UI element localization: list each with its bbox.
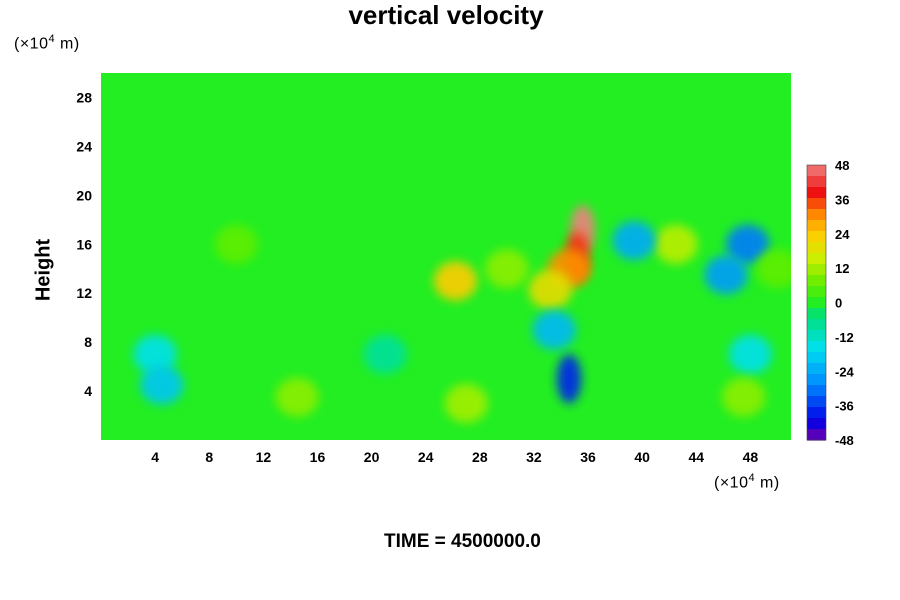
y-tick-label: 24: [76, 138, 92, 154]
colorbar-swatch: [807, 308, 826, 320]
colorbar-swatch: [807, 209, 826, 221]
x-tick-label: 24: [418, 449, 434, 465]
x-tick-label: 8: [205, 449, 213, 465]
x-tick-label: 44: [689, 449, 705, 465]
colorbar-tick-label: -48: [835, 433, 854, 448]
velocity-feature-7: [726, 224, 770, 264]
y-tick-label: 20: [76, 187, 92, 203]
x-axis-unit: (×104 m): [714, 472, 780, 492]
colorbar-tick-label: 0: [835, 296, 842, 311]
x-tick-label: 40: [634, 449, 650, 465]
velocity-feature-20: [755, 249, 791, 289]
colorbar-tick-label: 24: [835, 227, 850, 242]
time-label: TIME = 4500000.0: [384, 531, 541, 552]
y-tick-label: 4: [84, 383, 92, 399]
velocity-field: [101, 73, 791, 440]
velocity-feature-4: [528, 269, 572, 310]
velocity-feature-8: [704, 255, 748, 295]
velocity-feature-13: [140, 365, 184, 405]
x-tick-label: 4: [151, 449, 159, 465]
colorbar-swatch: [807, 418, 826, 430]
colorbar-frame: [806, 164, 827, 441]
colorbar-swatch: [807, 374, 826, 386]
colorbar-swatch: [807, 220, 826, 232]
x-tick-label: 36: [580, 449, 596, 465]
colorbar-swatch: [807, 396, 826, 408]
velocity-feature-19: [214, 224, 258, 264]
colorbar-swatch: [807, 319, 826, 331]
colorbar-swatch: [807, 264, 826, 276]
colorbar-swatch: [807, 352, 826, 364]
y-tick-label: 28: [76, 89, 92, 105]
velocity-feature-17: [722, 377, 766, 417]
colorbar-swatch: [807, 242, 826, 254]
colorbar-tick-label: 36: [835, 192, 849, 207]
velocity-feature-12: [133, 334, 177, 374]
velocity-feature-9: [556, 354, 582, 404]
colorbar-tick-label: -12: [835, 330, 854, 345]
colorbar-swatch: [807, 286, 826, 298]
colorbar-swatch: [807, 407, 826, 419]
velocity-feature-5: [654, 224, 698, 264]
colorbar-swatch: [807, 275, 826, 287]
velocity-feature-10: [532, 310, 576, 350]
x-tick-label: 16: [310, 449, 326, 465]
colorbar-swatch: [807, 297, 826, 309]
colorbar-tick-label: -36: [835, 399, 854, 414]
velocity-feature-14: [728, 334, 773, 374]
y-tick-label: 8: [84, 334, 92, 350]
colorbar-swatch: [807, 198, 826, 210]
colorbar-swatch: [807, 385, 826, 397]
colorbar-swatch: [807, 341, 826, 353]
velocity-feature-6: [485, 249, 529, 289]
colorbar-swatch: [807, 429, 826, 441]
colorbar-swatch: [807, 330, 826, 342]
velocity-feature-15: [444, 383, 488, 423]
colorbar-swatch: [807, 363, 826, 375]
colorbar-swatch: [807, 231, 826, 243]
x-tick-label: 20: [364, 449, 380, 465]
colorbar: 48 36 24 12 0 -12 -24 -36 -48: [806, 158, 855, 448]
colorbar-tick-label: 48: [835, 158, 849, 173]
x-tick-label: 12: [256, 449, 272, 465]
velocity-feature-16: [275, 377, 319, 417]
velocity-feature-3: [433, 261, 478, 301]
y-tick-label: 16: [76, 236, 92, 252]
x-tick-label: 28: [472, 449, 488, 465]
colorbar-swatch: [807, 187, 826, 199]
colorbar-tick-label: 12: [835, 261, 849, 276]
velocity-feature-11: [612, 221, 656, 261]
y-tick-label: 12: [76, 285, 92, 301]
x-tick-label: 48: [743, 449, 759, 465]
chart-title: vertical velocity: [348, 0, 544, 30]
colorbar-swatch: [807, 253, 826, 265]
colorbar-swatch: [807, 176, 826, 188]
colorbar-tick-label: -24: [835, 364, 855, 379]
velocity-feature-18: [363, 334, 407, 374]
y-axis-unit: (×104 m): [14, 33, 80, 53]
x-tick-label: 32: [526, 449, 542, 465]
colorbar-swatch: [807, 165, 826, 177]
